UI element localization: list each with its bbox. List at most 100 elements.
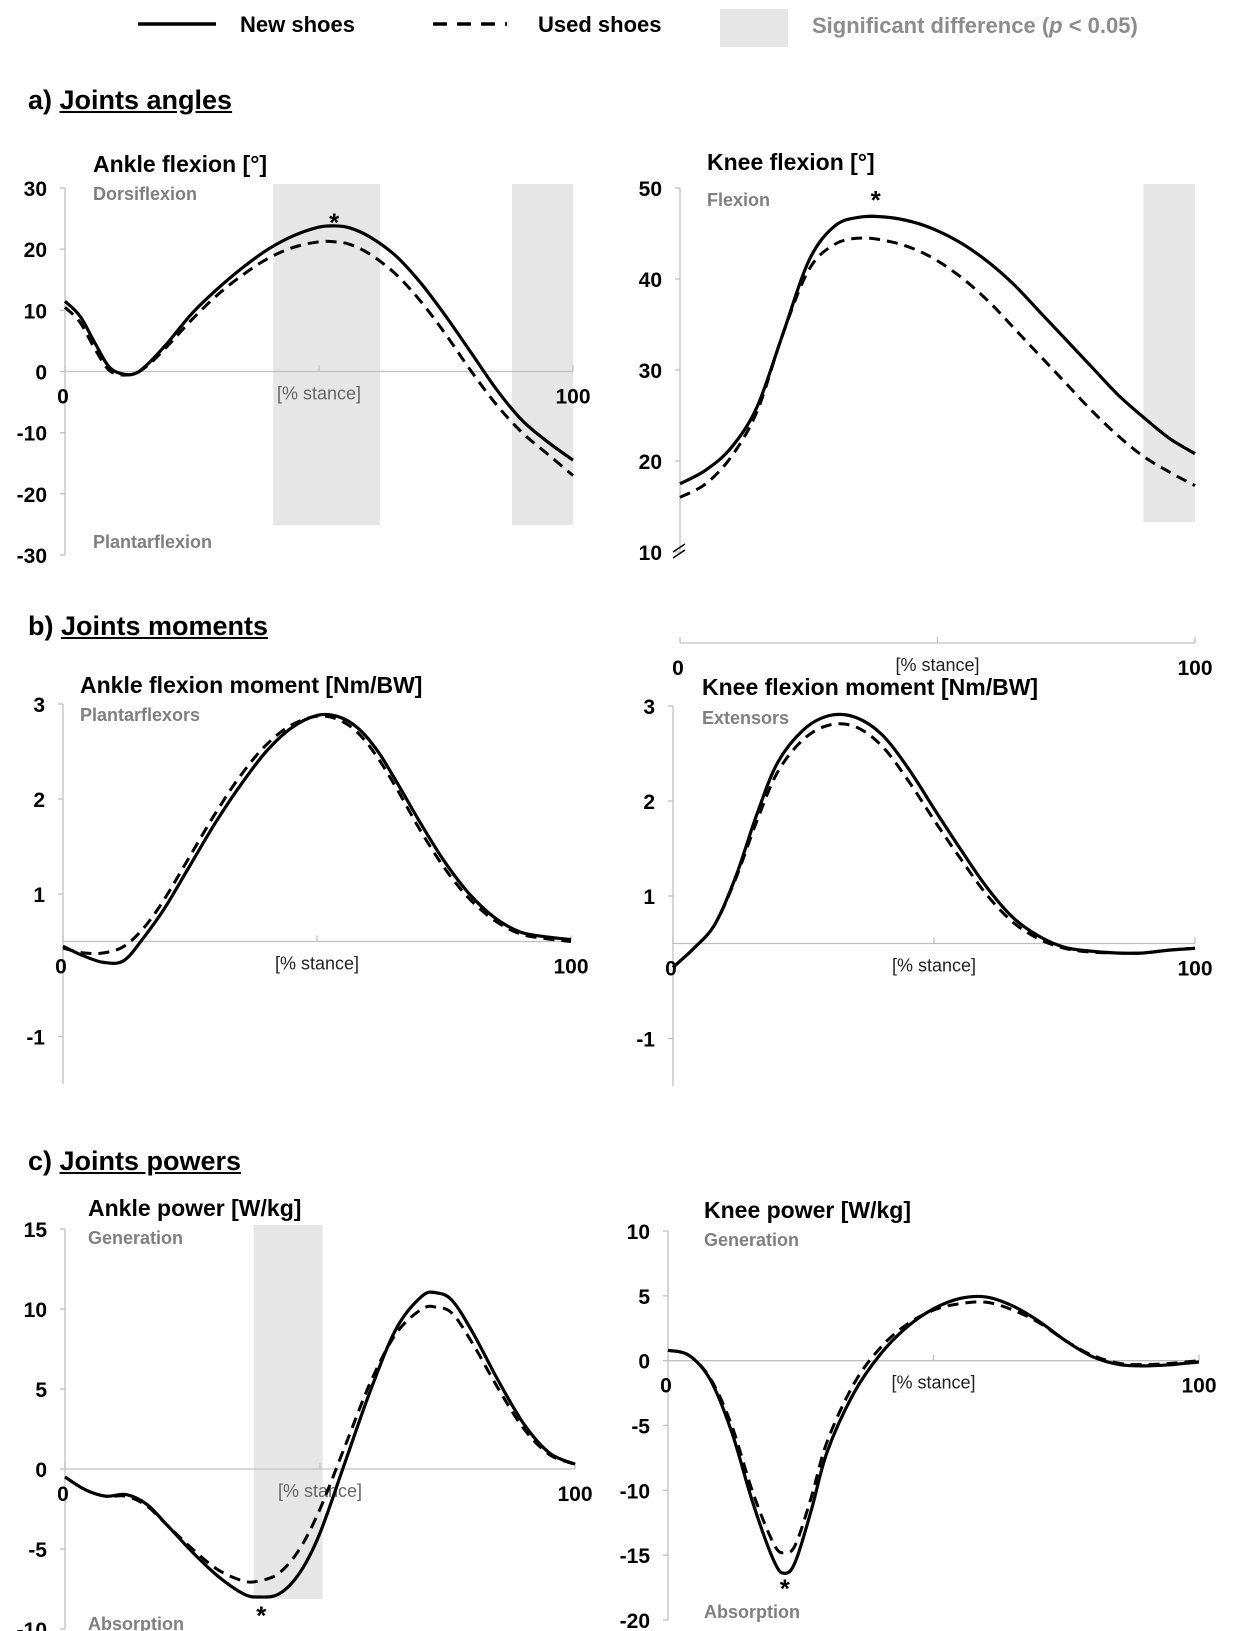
x-tick-label: 0	[672, 657, 684, 680]
y-tick-label: -1	[636, 1029, 655, 1052]
y-tick-label: -1	[26, 1027, 45, 1050]
chart-title: Ankle flexion moment [Nm/BW]	[80, 672, 422, 698]
y-tick-label: -10	[17, 1619, 47, 1631]
y-tick-label: 20	[639, 451, 662, 474]
y-tick-label: -15	[620, 1545, 651, 1568]
y-tick-label: 10	[639, 542, 662, 565]
chart-title: Knee power [W/kg]	[704, 1197, 911, 1223]
x-tick-label: 100	[1181, 1375, 1216, 1398]
significance-asterisk: *	[329, 208, 340, 238]
y-tick-label: 40	[639, 269, 662, 292]
x-tick-label: 100	[1177, 657, 1212, 680]
y-tick-label: -10	[620, 1480, 650, 1503]
y-tick-label: 10	[627, 1221, 650, 1244]
y-tick-label: 5	[35, 1379, 47, 1402]
y-tick-label: 10	[24, 1299, 47, 1322]
y-tick-label: -20	[620, 1610, 650, 1631]
x-tick-label: 0	[55, 956, 67, 979]
y-tick-label: 10	[24, 300, 47, 323]
knee-angle-chart: 10 20 30 40 50 0 100 [% stance] Knee flexion [°]…	[639, 149, 1213, 680]
y-tick-label: -30	[17, 545, 47, 568]
used-shoes-line	[64, 1304, 576, 1584]
significance-asterisk: *	[780, 1574, 791, 1604]
new-shoes-line	[667, 1294, 1200, 1575]
positive-direction-label: Generation	[704, 1230, 799, 1250]
x-axis-label: [% stance]	[275, 954, 359, 974]
positive-direction-label: Flexion	[707, 190, 770, 210]
positive-direction-label: Extensors	[702, 708, 789, 728]
x-tick-label: 100	[555, 386, 590, 409]
new-shoes-line	[64, 1290, 576, 1599]
used-shoes-line	[667, 1300, 1200, 1555]
y-tick-label: -10	[17, 423, 47, 446]
x-tick-label: 0	[57, 386, 69, 409]
y-tick-label: 2	[643, 791, 655, 814]
chart-title: Ankle flexion [°]	[93, 151, 267, 177]
axis-break-icon	[672, 543, 686, 559]
significance-asterisk: *	[871, 185, 882, 215]
legend-used-shoes: Used shoes	[538, 12, 662, 37]
y-tick-label: 2	[33, 789, 45, 812]
y-tick-label: -20	[17, 484, 47, 507]
y-tick-label: 30	[639, 360, 662, 383]
new-shoes-line	[671, 712, 1196, 969]
new-shoes-line	[62, 712, 572, 965]
x-axis-label: [% stance]	[278, 1481, 362, 1501]
x-tick-label: 0	[660, 1375, 672, 1398]
section-a-title: a) Joints angles	[28, 85, 233, 115]
negative-direction-label: Absorption	[704, 1602, 800, 1622]
significance-region	[512, 184, 573, 525]
y-tick-label: 0	[638, 1351, 650, 1374]
legend-significance-label: Significant difference (p < 0.05)	[812, 13, 1138, 38]
negative-direction-label: Absorption	[88, 1614, 184, 1631]
x-tick-label: 100	[553, 956, 588, 979]
negative-direction-label: Plantarflexion	[93, 532, 212, 552]
used-shoes-line	[62, 714, 572, 956]
y-tick-label: -5	[28, 1539, 47, 1562]
x-axis-label: [% stance]	[277, 384, 361, 404]
legend-dashed-line	[433, 22, 507, 26]
used-shoes-line	[671, 722, 1196, 969]
legend-solid-line	[138, 22, 216, 26]
y-tick-label: 15	[24, 1219, 48, 1242]
new-shoes-line	[679, 214, 1196, 486]
chart-title: Knee flexion [°]	[707, 149, 875, 175]
y-tick-label: 3	[33, 694, 45, 717]
section-c-title: c) Joints powers	[28, 1146, 242, 1176]
x-tick-label: 100	[1177, 958, 1212, 981]
x-tick-label: 0	[665, 958, 677, 981]
significance-region	[1143, 184, 1195, 522]
y-tick-label: 0	[35, 362, 47, 385]
ankle-power-chart: -10 -5 0 5 10 15 0 100 [% stance] Ankle power [W/…	[17, 1195, 593, 1631]
positive-direction-label: Plantarflexors	[80, 705, 200, 725]
legend-significance-swatch	[720, 9, 788, 47]
y-tick-label: 1	[33, 884, 45, 907]
used-shoes-line	[63, 239, 574, 477]
x-tick-label: 100	[557, 1483, 592, 1506]
used-shoes-line	[679, 236, 1196, 499]
x-axis-label: [% stance]	[891, 1373, 975, 1393]
ankle-moment-chart: -1 1 2 3 0 100 [% stance] Ankle flexion moment …	[26, 672, 589, 1084]
y-tick-label: 30	[24, 178, 47, 201]
x-axis-label: [% stance]	[895, 655, 979, 675]
y-tick-label: -5	[631, 1416, 650, 1439]
y-tick-label: 20	[24, 239, 47, 262]
significance-region	[253, 1225, 323, 1599]
knee-moment-chart: -1 1 2 3 0 100 [% stance] Knee flexion moment […	[636, 674, 1213, 1086]
chart-title: Knee flexion moment [Nm/BW]	[702, 674, 1038, 700]
x-axis-label: [% stance]	[892, 956, 976, 976]
legend-new-shoes: New shoes	[240, 12, 355, 37]
section-b-title: b) Joints moments	[28, 611, 269, 641]
legend: New shoes Used shoes Significant differe…	[0, 0, 1235, 60]
positive-direction-label: Generation	[88, 1228, 183, 1248]
y-tick-label: 3	[643, 696, 655, 719]
y-tick-label: 0	[35, 1459, 47, 1482]
y-tick-label: 5	[638, 1286, 650, 1309]
positive-direction-label: Dorsiflexion	[93, 184, 197, 204]
y-tick-label: 1	[643, 886, 655, 909]
y-tick-label: 50	[639, 178, 662, 201]
significance-asterisk: *	[256, 1601, 267, 1631]
x-tick-label: 0	[57, 1483, 69, 1506]
chart-title: Ankle power [W/kg]	[88, 1195, 301, 1221]
